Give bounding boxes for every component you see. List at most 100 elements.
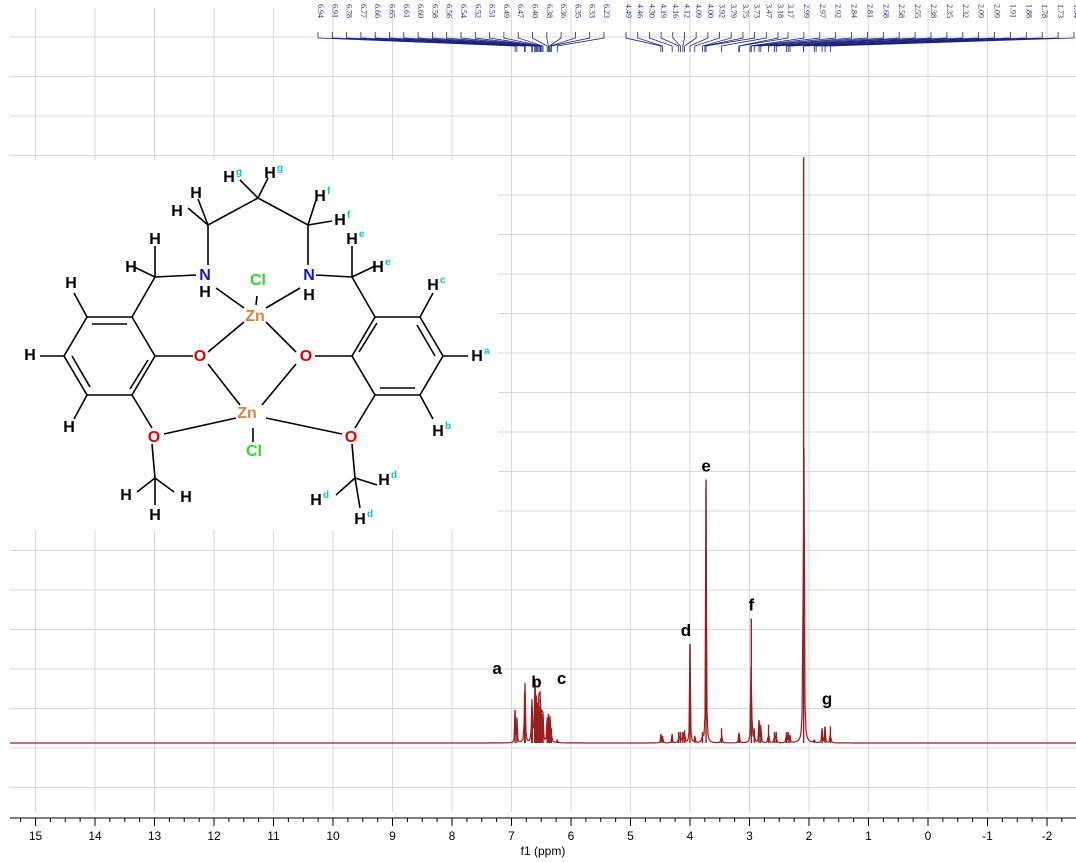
atom-h: H [314, 188, 326, 205]
peak-list-label: 6.49 [502, 4, 511, 18]
grid-lines [10, 8, 1076, 812]
peak-list-label: 6.65 [388, 4, 397, 18]
peak-list-leader [760, 32, 868, 52]
peak-list-label: 2.68 [881, 4, 890, 18]
peak-list-label: 4.16 [671, 4, 680, 18]
peak-list-label: 2.32 [961, 4, 970, 18]
x-tick-label: -2 [1042, 829, 1053, 843]
peak-list-leader [749, 32, 805, 52]
x-tick-label: 6 [568, 829, 575, 843]
peak-list-leader [830, 32, 1075, 52]
peak-list-leader [705, 32, 756, 52]
peak-list-leader [758, 32, 852, 52]
peak-label-b: b [531, 672, 541, 691]
peak-list-label: 3.75 [741, 4, 750, 18]
atom-superscript: a [484, 346, 490, 357]
x-tick-label: 12 [207, 829, 221, 843]
peak-list-leader [689, 32, 709, 52]
x-tick-label: 10 [326, 829, 340, 843]
peak-list-label: 6.54 [459, 4, 468, 18]
peak-list-label: 4.12 [682, 4, 691, 18]
atom-zn: Zn [245, 308, 265, 325]
peak-list-leader [775, 32, 916, 52]
peak-list-leader [431, 32, 537, 52]
peak-list-leader [489, 32, 542, 52]
x-tick-label: 14 [88, 829, 102, 843]
peak-list-label: 2.09 [993, 4, 1002, 18]
atom-h: H [223, 169, 235, 186]
peak-list-label: 6.61 [402, 4, 411, 18]
peak-list-label: 6.94 [316, 4, 325, 18]
peak-list-leader [694, 32, 720, 52]
peak-list-label: 1.64 [1072, 4, 1076, 18]
peak-list-label: 4.00 [706, 4, 715, 18]
peak-list-leader [556, 32, 605, 52]
peak-list-label: 6.47 [516, 4, 525, 18]
spectrum-trace [10, 157, 1076, 744]
atom-h: H [346, 231, 358, 248]
atom-h: H [432, 423, 444, 440]
peak-list-leader [637, 32, 664, 52]
peak-list-label: 2.97 [818, 4, 827, 18]
atom-h: H [149, 507, 161, 524]
peak-list-label: 1.88 [1024, 4, 1033, 18]
peak-list-label: 3.47 [764, 4, 773, 18]
peak-list-leader [625, 32, 662, 52]
atom-h: H [378, 472, 390, 489]
peak-list-label: 1.73 [1056, 4, 1065, 18]
x-tick-label: 13 [148, 829, 162, 843]
peak-list-label: 6.23 [602, 4, 611, 18]
peak-list-label: 2.92 [834, 4, 843, 18]
peak-list-leader [550, 32, 591, 52]
atom-h: H [264, 165, 276, 182]
peak-list-leader [787, 32, 948, 52]
atom-h: H [199, 284, 211, 301]
atom-superscript: d [323, 490, 329, 501]
atom-h: H [372, 259, 384, 276]
peak-list-leader [774, 32, 900, 52]
x-tick-label: 3 [746, 829, 753, 843]
spectrum-line [10, 448, 1076, 744]
peak-list-label: 4.49 [624, 4, 633, 18]
peak-list-label: 6.52 [473, 4, 482, 18]
peak-list-leader [360, 32, 526, 52]
atom-o: O [148, 429, 160, 446]
peak-list-label: 6.38 [545, 4, 554, 18]
peak-list-label: 3.73 [753, 4, 762, 18]
atom-superscript: f [327, 186, 331, 197]
peak-list-label: 3.18 [776, 4, 785, 18]
peak-list-leader [389, 32, 533, 52]
atom-superscript: e [359, 229, 365, 240]
atom-superscript: c [440, 275, 446, 286]
peak-list-leader [403, 32, 536, 52]
peak-list-label: 6.40 [531, 4, 540, 18]
atom-h: H [125, 259, 137, 276]
peak-list-leader [374, 32, 533, 52]
atom-o: O [345, 429, 357, 446]
peak-list-label: 2.38 [929, 4, 938, 18]
peak-label-a: a [492, 659, 502, 678]
atom-superscript: e [385, 257, 391, 268]
atom-h: H [354, 511, 366, 528]
peak-list-label: 6.35 [573, 4, 582, 18]
peak-list-label: 4.19 [659, 4, 668, 18]
atom-h: H [24, 347, 36, 364]
peak-label-f: f [748, 596, 754, 615]
peak-list-leader [738, 32, 779, 52]
x-tick-label: 11 [267, 829, 280, 843]
atom-h: H [303, 287, 315, 304]
x-tick-label: 8 [449, 829, 456, 843]
peak-list-label: 6.51 [488, 4, 497, 18]
peak-list-label: 6.60 [416, 4, 425, 18]
atom-cl: Cl [246, 443, 262, 460]
peak-label-c: c [557, 669, 566, 688]
peak-label-g: g [822, 690, 832, 709]
peak-list-leader [785, 32, 932, 52]
atom-superscript: g [277, 163, 283, 174]
atom-superscript: g [236, 167, 242, 178]
peak-list-leader [549, 32, 562, 52]
atom-n: N [199, 267, 211, 284]
x-tick-label: 5 [627, 829, 634, 843]
